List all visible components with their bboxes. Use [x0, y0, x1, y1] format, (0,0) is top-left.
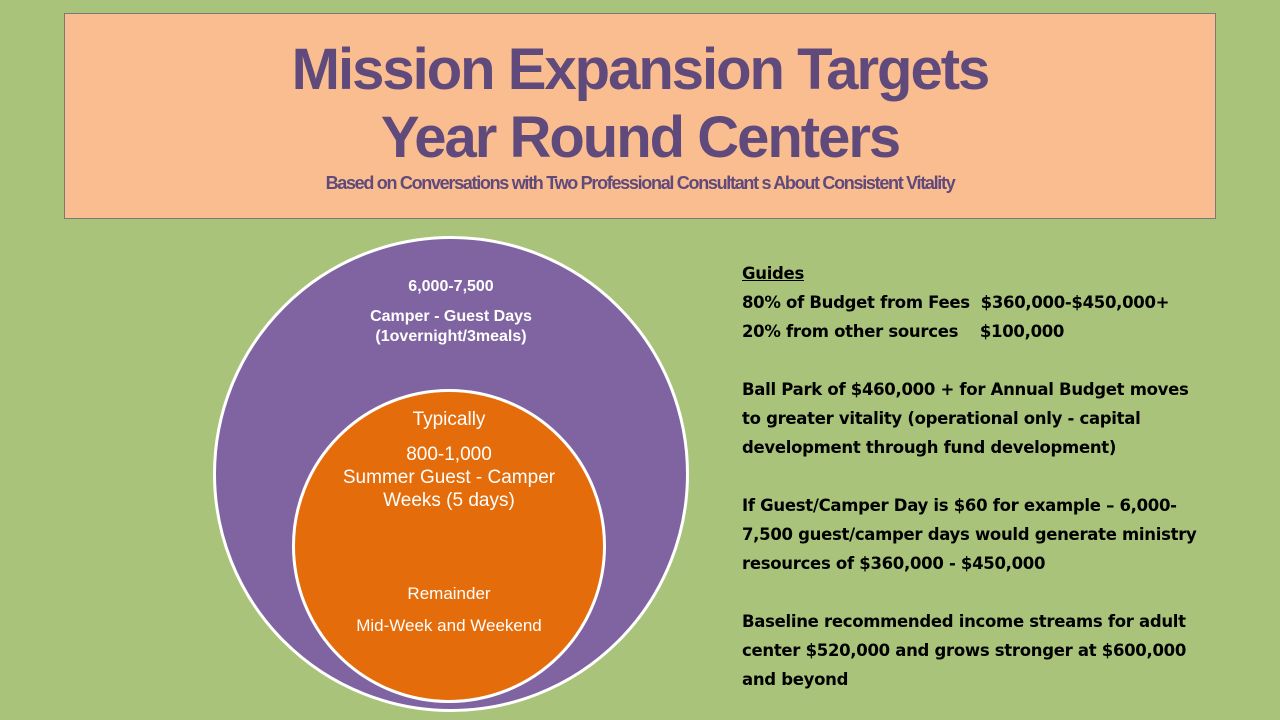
inner-circle-label: Summer Guest - Camper Weeks (5 days): [342, 467, 556, 511]
guides-text-line: and beyond: [742, 670, 849, 689]
inner-circle-remainder: Remainder: [407, 584, 491, 603]
guides-text-line: center $520,000 and grows stronger at $6…: [742, 641, 1186, 660]
inner-circle-typically: Typically: [412, 409, 486, 430]
guides-panel: Guides 80% of Budget from Fees $360,000-…: [742, 259, 1262, 694]
guides-text-line: development through fund development): [742, 438, 1117, 457]
outer-circle-value: 6,000-7,500: [408, 278, 494, 295]
guides-heading: Guides: [742, 264, 804, 283]
guides-line-fees: 80% of Budget from Fees $360,000-$450,00…: [742, 293, 1170, 312]
inner-circle-remainder-label: Mid-Week and Weekend: [356, 616, 542, 635]
page-subtitle: Based on Conversations with Two Professi…: [325, 173, 956, 193]
guides-text-line: If Guest/Camper Day is $60 for example –…: [742, 496, 1177, 515]
guides-line-other: 20% from other sources $100,000: [742, 322, 1065, 341]
guides-text-line: 7,500 guest/camper days would generate m…: [742, 525, 1197, 544]
guides-text-line: Ball Park of $460,000 + for Annual Budge…: [742, 380, 1189, 399]
inner-circle-value: 800-1,000: [406, 444, 492, 465]
guides-text-line: to greater vitality (operational only - …: [742, 409, 1141, 428]
inner-circle: [292, 389, 606, 703]
outer-circle-label: Camper - Guest Days (1overnight/3meals): [370, 308, 532, 345]
page-title-line2: Year Round Centers: [380, 105, 901, 170]
guides-text-line: resources of $360,000 - $450,000: [742, 554, 1046, 573]
page-title: Mission Expansion Targets: [291, 37, 991, 102]
title-banner: Mission Expansion Targets Year Round Cen…: [64, 13, 1216, 219]
guides-text-line: Baseline recommended income streams for …: [742, 612, 1186, 631]
